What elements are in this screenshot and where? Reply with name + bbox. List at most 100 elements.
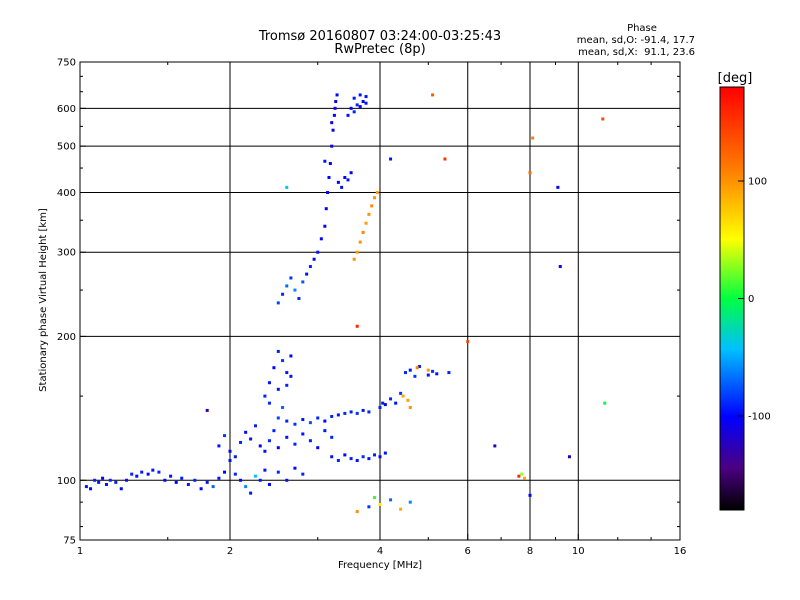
data-point	[301, 432, 305, 436]
data-point	[297, 297, 301, 301]
data-point	[108, 478, 112, 482]
data-point	[332, 113, 336, 117]
data-point	[406, 398, 410, 402]
data-point	[603, 401, 607, 405]
data-point	[217, 476, 221, 480]
data-point	[228, 449, 232, 453]
data-point	[352, 96, 356, 100]
data-point	[358, 105, 362, 109]
data-point	[355, 510, 359, 514]
data-point	[528, 171, 532, 175]
data-point	[163, 478, 167, 482]
data-point	[272, 366, 276, 370]
data-point	[135, 474, 139, 478]
data-point	[417, 364, 421, 368]
data-point	[249, 491, 253, 495]
data-point	[301, 472, 305, 476]
data-point	[367, 410, 371, 414]
data-point	[281, 359, 285, 363]
data-point	[276, 387, 280, 391]
data-point	[308, 439, 312, 443]
data-point	[193, 478, 197, 482]
data-point	[343, 175, 347, 179]
data-point	[408, 405, 412, 409]
data-point	[367, 212, 371, 216]
data-point	[308, 421, 312, 425]
data-point	[289, 276, 293, 280]
colorbar-tick-label: -100	[748, 412, 771, 423]
data-point	[97, 480, 101, 484]
stats-x-line: mean, sd,X: 91.1, 23.6	[578, 47, 695, 58]
data-point	[361, 455, 365, 459]
data-point	[558, 265, 562, 269]
stats-o-line: mean, sd,O: -91.4, 17.7	[577, 35, 695, 46]
data-point	[289, 354, 293, 358]
data-point	[389, 157, 393, 161]
data-point	[328, 161, 332, 165]
data-point	[93, 478, 97, 482]
data-point	[415, 366, 419, 370]
data-point	[301, 418, 305, 422]
data-point	[355, 103, 359, 107]
data-point	[205, 480, 209, 484]
data-point	[281, 405, 285, 409]
data-point	[323, 429, 327, 433]
data-point	[336, 180, 340, 184]
data-point	[361, 408, 365, 412]
data-point	[399, 391, 403, 395]
data-point	[263, 394, 267, 398]
chart-subtitle: RwPretec (8p)	[334, 42, 425, 57]
colorbar: [deg] 100 0 -100	[718, 71, 771, 511]
data-point	[349, 410, 353, 414]
data-point	[531, 136, 535, 140]
data-point	[358, 93, 362, 97]
data-point	[258, 444, 262, 448]
data-point	[330, 121, 334, 125]
data-point	[316, 446, 320, 450]
x-axis-ticks: 1 2 4 6 8 10 16	[77, 62, 686, 557]
data-point	[401, 394, 405, 398]
data-point	[389, 397, 393, 401]
data-point	[355, 458, 359, 462]
data-point	[223, 470, 227, 474]
data-point	[308, 265, 312, 269]
data-point	[520, 472, 524, 476]
data-point	[281, 292, 285, 296]
data-point	[343, 411, 347, 415]
data-point	[323, 224, 327, 228]
data-point	[431, 93, 435, 97]
data-point	[186, 482, 190, 486]
data-point	[336, 413, 340, 417]
data-point	[517, 474, 521, 478]
data-point	[378, 502, 382, 506]
data-point	[233, 455, 237, 459]
data-point	[355, 250, 359, 254]
x-tick-label: 6	[465, 546, 471, 557]
data-point	[373, 453, 377, 457]
data-point	[367, 457, 371, 461]
plot-area: 1 2 4 6 8 10 16 75 100 200 300 400 500 600 750	[57, 58, 686, 558]
data-point	[443, 157, 447, 161]
y-tick-label: 750	[57, 58, 76, 69]
data-point	[119, 487, 123, 491]
data-point	[205, 408, 209, 412]
data-point	[285, 185, 289, 189]
x-axis-label: Frequency [MHz]	[338, 560, 422, 571]
y-axis-label: Stationary phase Virtual Height [km]	[38, 208, 49, 392]
data-point	[267, 439, 271, 443]
data-point	[276, 301, 280, 305]
data-point	[293, 288, 297, 292]
data-point	[276, 446, 280, 450]
data-point	[89, 487, 93, 491]
data-point	[199, 487, 203, 491]
data-point	[403, 371, 407, 375]
data-point	[263, 468, 267, 472]
data-point	[276, 470, 280, 474]
data-point	[330, 435, 334, 439]
data-point	[140, 470, 144, 474]
data-point	[305, 272, 309, 276]
data-point	[211, 485, 215, 489]
data-point	[267, 381, 271, 385]
colorbar-tick-label: 100	[748, 177, 767, 188]
data-point	[335, 93, 339, 97]
